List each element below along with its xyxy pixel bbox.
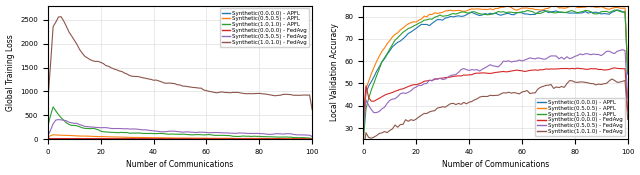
Legend: Synthetic(0.0,0.0) - APFL, Synthetic(0.5,0.5) - APFL, Synthetic(1.0,1.0) - APFL,: Synthetic(0.0,0.0) - APFL, Synthetic(0.5… [220, 8, 309, 47]
Y-axis label: Global Training Loss: Global Training Loss [6, 34, 15, 111]
Legend: Synthetic(0.0,0.0) - APFL, Synthetic(0.5,0.5) - APFL, Synthetic(1.0,1.0) - APFL,: Synthetic(0.0,0.0) - APFL, Synthetic(0.5… [535, 98, 625, 136]
X-axis label: Number of Communications: Number of Communications [126, 160, 234, 169]
Y-axis label: Local Validation Accuracy: Local Validation Accuracy [330, 23, 339, 121]
X-axis label: Number of Communications: Number of Communications [442, 160, 549, 169]
